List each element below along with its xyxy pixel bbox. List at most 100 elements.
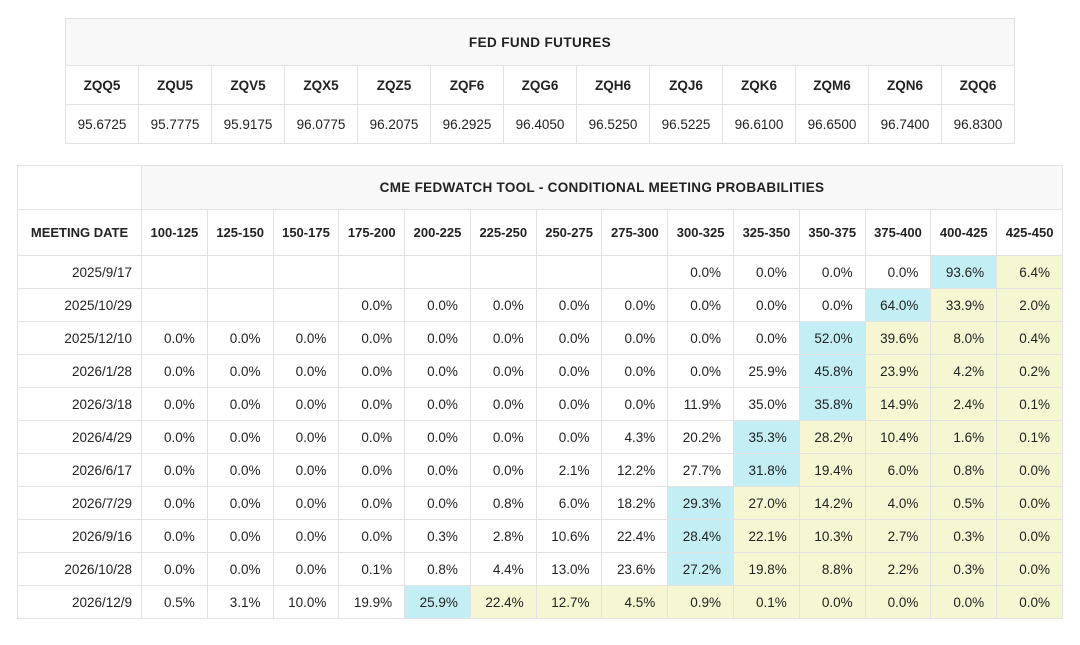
futures-price-row: 95.6725 95.7775 95.9175 96.0775 96.2075 96.29…	[65, 104, 1015, 144]
probability-cell: 0.0%	[733, 288, 800, 322]
probability-cell: 35.0%	[733, 387, 800, 421]
meeting-date-cell: 2026/10/28	[17, 552, 142, 586]
futures-ticker-cell: ZQJ6	[649, 65, 723, 105]
futures-price-cell: 96.6500	[795, 104, 869, 144]
probability-cell: 0.5%	[141, 585, 208, 619]
meeting-date-cell: 2026/3/18	[17, 387, 142, 421]
probability-cell: 2.8%	[469, 519, 537, 553]
probability-cell: 0.0%	[930, 585, 998, 619]
meeting-row: 2026/10/28 0.0% 0.0% 0.0% 0.1% 0.8% 4.4% 13.0% 2…	[17, 552, 1063, 586]
probability-cell: 14.2%	[798, 486, 866, 520]
rate-bin-header: 100-125	[141, 209, 208, 256]
probability-cell: 0.0%	[404, 387, 471, 421]
futures-price-cell: 96.0775	[284, 104, 358, 144]
probability-cell	[272, 255, 340, 289]
probability-cell: 0.0%	[141, 321, 208, 355]
futures-ticker-cell: ZQU5	[138, 65, 212, 105]
probability-cell: 0.0%	[141, 486, 208, 520]
probability-cell: 22.4%	[601, 519, 669, 553]
probability-cell: 0.1%	[338, 552, 406, 586]
probability-cell: 12.2%	[601, 453, 669, 487]
rate-bin-header: 350-375	[798, 209, 866, 256]
rate-bin-header: 300-325	[667, 209, 735, 256]
probability-cell	[601, 255, 669, 289]
probability-cell: 0.0%	[404, 354, 471, 388]
probability-cell: 3.1%	[206, 585, 274, 619]
probability-cell: 10.3%	[798, 519, 866, 553]
probability-cell: 0.0%	[206, 420, 274, 454]
futures-ticker-cell: ZQG6	[503, 65, 577, 105]
probability-cell: 19.8%	[733, 552, 800, 586]
probability-cell: 4.2%	[930, 354, 998, 388]
probability-cell: 22.1%	[733, 519, 800, 553]
rate-bin-header: 400-425	[930, 209, 998, 256]
meeting-row: 2026/7/29 0.0% 0.0% 0.0% 0.0% 0.0% 0.8% 6.0% 18.…	[17, 486, 1063, 520]
fedwatch-title: CME FEDWATCH TOOL - CONDITIONAL MEETING …	[141, 165, 1063, 210]
meeting-row: 2026/12/9 0.5% 3.1% 10.0% 19.9% 25.9% 22.4% 12.…	[17, 585, 1063, 619]
probability-cell: 0.0%	[338, 354, 406, 388]
probability-cell: 0.0%	[667, 354, 735, 388]
probability-cell: 0.0%	[996, 585, 1063, 619]
probability-cell: 0.9%	[667, 585, 735, 619]
probability-cell: 6.0%	[535, 486, 603, 520]
probability-cell: 0.0%	[864, 255, 932, 289]
probability-cell: 33.9%	[930, 288, 998, 322]
futures-title-row: FED FUND FUTURES	[65, 18, 1015, 66]
probability-cell: 0.0%	[996, 552, 1063, 586]
probability-cell: 23.9%	[864, 354, 932, 388]
probability-cell: 0.0%	[798, 255, 866, 289]
probability-cell: 0.0%	[206, 354, 274, 388]
probability-cell	[206, 288, 274, 322]
probability-cell: 0.0%	[469, 387, 537, 421]
meeting-date-cell: 2026/7/29	[17, 486, 142, 520]
probability-cell: 0.0%	[404, 321, 471, 355]
probability-cell: 0.0%	[469, 321, 537, 355]
futures-ticker-cell: ZQZ5	[357, 65, 431, 105]
probability-cell: 0.0%	[272, 420, 340, 454]
fed-fund-futures-table: FED FUND FUTURES ZQQ5 ZQU5 ZQV5 ZQX5 ZQZ5 ZQF…	[65, 18, 1015, 144]
probability-cell: 0.4%	[996, 321, 1063, 355]
probability-cell	[535, 255, 603, 289]
futures-title: FED FUND FUTURES	[65, 18, 1015, 66]
probability-cell: 2.2%	[864, 552, 932, 586]
probability-cell: 10.6%	[535, 519, 603, 553]
probability-cell: 0.0%	[469, 354, 537, 388]
probability-cell: 0.0%	[338, 486, 406, 520]
probability-cell: 0.0%	[733, 321, 800, 355]
futures-ticker-row: ZQQ5 ZQU5 ZQV5 ZQX5 ZQZ5 ZQF6 ZQG6 ZQH6 ZQJ6 ZQK6…	[65, 65, 1015, 105]
probability-cell: 0.0%	[535, 321, 603, 355]
probability-cell: 0.0%	[338, 387, 406, 421]
futures-ticker-cell: ZQK6	[722, 65, 796, 105]
probability-cell: 0.3%	[930, 519, 998, 553]
probability-cell: 0.2%	[996, 354, 1063, 388]
futures-price-cell: 95.6725	[65, 104, 139, 144]
probability-cell: 0.0%	[601, 288, 669, 322]
probability-cell: 0.0%	[667, 288, 735, 322]
meeting-row: 2026/6/17 0.0% 0.0% 0.0% 0.0% 0.0% 0.0% 2.1% 12.…	[17, 453, 1063, 487]
probability-cell: 14.9%	[864, 387, 932, 421]
probability-cell: 0.0%	[272, 486, 340, 520]
probability-cell: 0.0%	[141, 552, 208, 586]
futures-price-cell: 96.8300	[941, 104, 1015, 144]
probability-cell: 0.5%	[930, 486, 998, 520]
probability-cell: 0.0%	[535, 288, 603, 322]
meeting-row: 2025/10/29 0.0% 0.0% 0.0% 0.0% 0.0% 0.0% 0.0% 0.…	[17, 288, 1063, 322]
probability-cell: 6.0%	[864, 453, 932, 487]
probability-cell: 0.0%	[272, 321, 340, 355]
probability-cell: 0.0%	[469, 453, 537, 487]
probability-cell: 0.0%	[601, 387, 669, 421]
probability-cell: 0.0%	[996, 486, 1063, 520]
meeting-row: 2026/9/16 0.0% 0.0% 0.0% 0.0% 0.3% 2.8% 10.6% 22…	[17, 519, 1063, 553]
probability-cell: 0.0%	[798, 585, 866, 619]
probability-cell: 0.0%	[601, 354, 669, 388]
probability-cell: 0.0%	[535, 354, 603, 388]
fedwatch-body: 2025/9/17 0.0% 0.0% 0.0% 0.0% 93.6% 6.4% 2025/1…	[17, 255, 1063, 619]
probability-cell: 1.6%	[930, 420, 998, 454]
rate-bin-header: 325-350	[733, 209, 800, 256]
probability-cell: 0.0%	[404, 486, 471, 520]
probability-cell: 20.2%	[667, 420, 735, 454]
probability-cell: 0.0%	[272, 387, 340, 421]
futures-price-cell: 96.7400	[868, 104, 942, 144]
probability-cell: 0.0%	[404, 453, 471, 487]
probability-cell: 0.0%	[404, 420, 471, 454]
